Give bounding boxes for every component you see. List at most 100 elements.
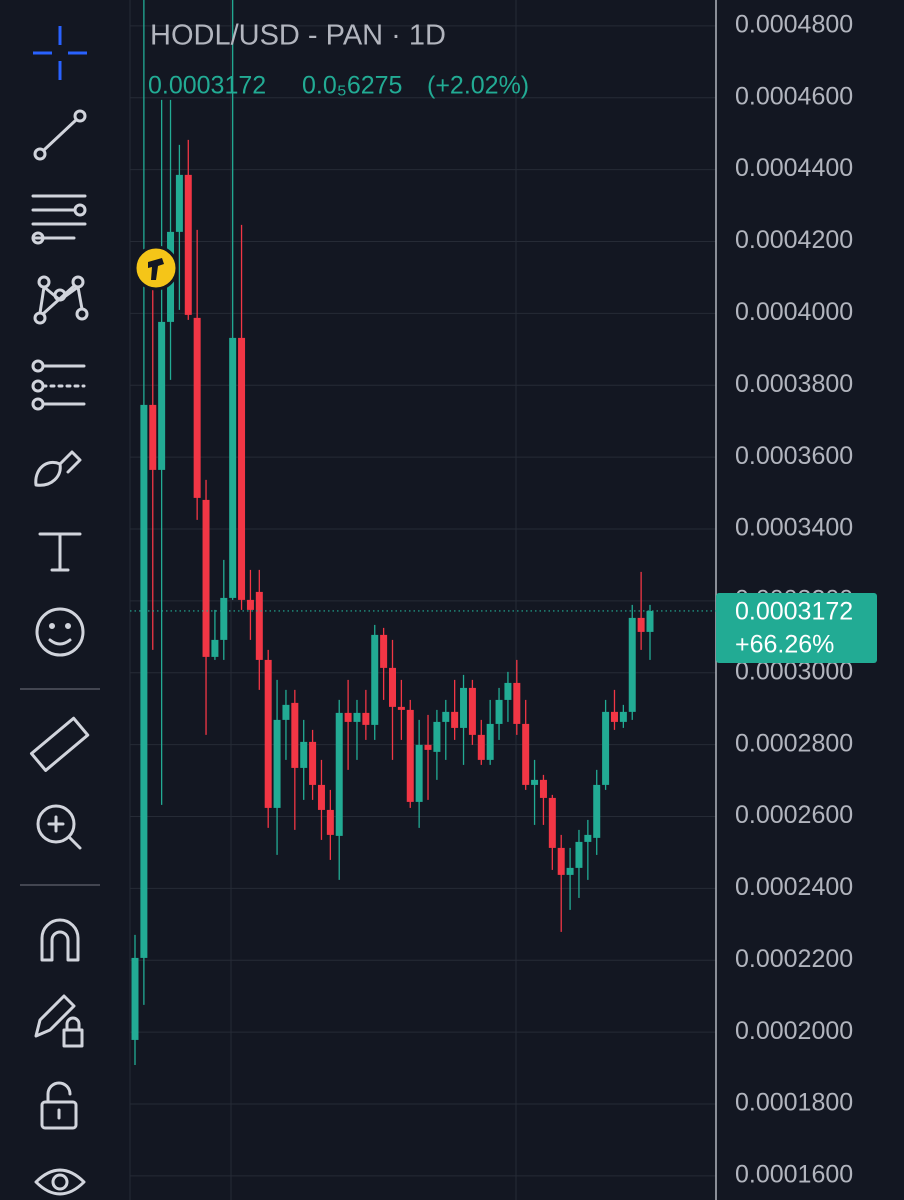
candle-body: [344, 712, 352, 722]
toolbar: [20, 26, 100, 1196]
candle-body: [593, 784, 601, 838]
y-tick-label: 0.0002200: [735, 945, 853, 973]
candle-body: [229, 337, 237, 598]
candle-body: [300, 741, 308, 768]
candle-body: [140, 404, 148, 958]
candle-body: [220, 597, 228, 640]
candle-body: [584, 834, 592, 842]
y-tick-label: 0.0004600: [735, 82, 853, 110]
candle-body: [451, 711, 459, 728]
magnet-tool[interactable]: [40, 918, 80, 962]
last-price: 0.0003172 +66.26%: [130, 592, 877, 663]
brush-tool[interactable]: [34, 450, 82, 487]
ruler-tool[interactable]: [29, 716, 90, 772]
candle-body: [246, 599, 254, 610]
candle-body: [406, 709, 414, 802]
text-tool[interactable]: [38, 532, 82, 572]
candle-body: [504, 682, 512, 700]
visibility-tool[interactable]: [34, 1168, 86, 1196]
candle-body: [486, 723, 494, 760]
candle-body: [175, 174, 183, 232]
y-tick-label: 0.0004200: [735, 226, 853, 254]
candle-body: [433, 721, 441, 752]
candle-body: [362, 712, 370, 725]
prediction-tool[interactable]: [31, 359, 86, 411]
grid: [130, 25, 716, 1177]
last-price-tag: [716, 592, 877, 663]
y-tick-label: 0.0003800: [735, 370, 853, 398]
y-tick-label: 0.0002000: [735, 1017, 853, 1045]
candle-body: [442, 711, 450, 722]
last-price-change: +66.26%: [735, 631, 834, 659]
candle-body: [477, 734, 485, 760]
candle-body: [371, 634, 379, 725]
candle-body: [397, 706, 405, 710]
y-tick-label: 0.0002800: [735, 729, 853, 757]
candle-body: [637, 617, 645, 632]
candle-body: [282, 704, 290, 720]
candle-body: [317, 784, 325, 810]
lock-drawing-tool[interactable]: [34, 994, 84, 1048]
emoji-tool[interactable]: [35, 607, 85, 657]
candle-body: [531, 779, 539, 785]
candle-body: [211, 639, 219, 657]
candle-body: [193, 317, 201, 498]
candle-body: [202, 499, 210, 657]
candles: [131, 0, 654, 1065]
lock-tool[interactable]: [40, 1081, 78, 1130]
candle-body: [149, 404, 157, 470]
header-change-pct: (+2.02%): [427, 72, 529, 100]
candle-body: [557, 847, 565, 875]
candle-body: [566, 867, 574, 875]
candle-body: [415, 744, 423, 802]
candle-body: [468, 687, 476, 735]
y-tick-label: 0.0003400: [735, 514, 853, 542]
candle-body: [539, 779, 547, 798]
last-price-label: 0.0003172: [735, 598, 853, 626]
candle-body: [628, 617, 636, 712]
candle-body: [184, 174, 192, 315]
candle-body: [255, 591, 263, 660]
y-tick-label: 0.0004400: [735, 154, 853, 182]
symbol-title: HODL/USD - PAN · 1D: [150, 20, 446, 52]
pattern-tool[interactable]: [33, 275, 89, 325]
candle-body: [495, 699, 503, 724]
y-tick-label: 0.0001600: [735, 1161, 853, 1189]
candle-body: [291, 702, 299, 768]
candle-body: [335, 712, 343, 836]
candle-body: [380, 634, 388, 668]
y-tick-label: 0.0004000: [735, 298, 853, 326]
zoom-tool[interactable]: [36, 804, 82, 850]
candle-body: [602, 711, 610, 785]
y-tick-label: 0.0003600: [735, 442, 853, 470]
price-axis: 0.0001600 0.0001800 0.0002000 0.0002200 0.00…: [735, 10, 853, 1188]
candle-body: [619, 711, 627, 722]
candle-body: [309, 741, 317, 785]
candle-body: [513, 682, 521, 724]
y-tick-label: 0.0002600: [735, 801, 853, 829]
candle-body: [575, 841, 583, 868]
fib-tool[interactable]: [31, 194, 87, 245]
candle-body: [158, 321, 166, 470]
candle-body: [610, 711, 618, 722]
candle-body: [460, 687, 468, 728]
candle-body: [353, 712, 361, 722]
candle-body: [273, 719, 281, 808]
event-badge[interactable]: [133, 245, 179, 291]
y-tick-label: 0.0004800: [735, 10, 853, 38]
candle-body: [389, 667, 396, 707]
candle-body: [131, 957, 139, 1040]
crosshair-tool[interactable]: [33, 26, 87, 80]
y-tick-label: 0.0002400: [735, 873, 853, 901]
candle-body: [548, 797, 556, 848]
candle-body: [238, 337, 246, 600]
y-tick-label: 0.0001800: [735, 1089, 853, 1117]
header-change: 0.0₅6275: [302, 72, 402, 100]
candle-body: [522, 723, 530, 785]
candle-body: [424, 744, 432, 750]
header-price: 0.0003172: [148, 72, 266, 100]
trend-line-tool[interactable]: [33, 109, 87, 161]
candle-body: [264, 659, 272, 808]
candle-body: [326, 809, 334, 835]
